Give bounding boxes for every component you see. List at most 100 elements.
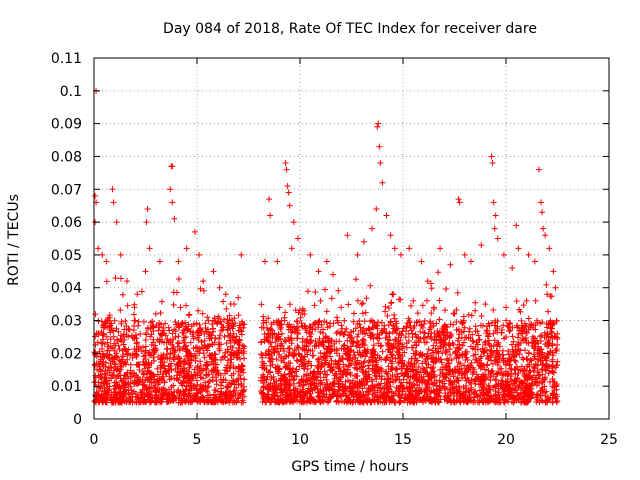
data-point [372,389,379,396]
data-point [224,346,231,353]
data-point [333,338,340,345]
data-point [264,384,271,391]
data-point [100,350,107,357]
data-point [389,329,396,336]
data-point [520,302,527,309]
data-point [423,380,430,387]
data-point [151,395,158,402]
data-point [381,393,388,400]
data-point [544,324,551,331]
data-point [152,310,159,317]
data-point [210,328,217,335]
data-point [484,333,491,340]
data-point [392,337,399,344]
data-point [408,302,415,309]
data-point [276,321,283,328]
data-point [237,391,244,398]
y-tick-label: 0 [73,412,82,428]
data-point [489,360,496,367]
data-point [113,394,120,401]
data-point [235,312,242,319]
data-point [322,357,329,364]
data-point [401,361,408,368]
data-point [509,346,516,353]
data-point [507,365,514,372]
data-point [328,337,335,344]
data-point [437,356,444,363]
data-point [181,326,188,333]
data-point [240,399,247,406]
data-point [484,390,491,397]
data-point [121,380,128,387]
data-point [148,341,155,348]
data-point [509,333,516,340]
data-point [118,362,125,369]
data-point [274,258,281,265]
data-point [443,348,450,355]
data-point [120,341,127,348]
data-point [503,304,509,311]
data-point [198,338,205,345]
data-point [235,368,242,375]
data-point [238,331,245,338]
data-point [504,358,511,365]
data-point [230,388,237,395]
data-point [207,353,214,360]
data-point [532,322,539,329]
data-point [408,355,415,362]
data-point [472,323,479,330]
data-point [355,331,362,338]
data-point [385,346,392,353]
data-point [414,381,421,388]
data-point [552,347,559,354]
data-point [112,275,119,282]
data-point [437,245,444,252]
data-point [287,335,294,342]
data-point [267,339,274,346]
data-point [167,350,174,357]
data-point [194,381,201,388]
data-point [384,334,391,341]
data-point [456,397,463,404]
data-point [552,284,559,291]
data-point [305,372,312,379]
data-point [115,328,122,335]
data-point [139,381,146,388]
data-point [402,334,409,341]
data-point [481,366,488,373]
data-point [414,318,421,325]
data-point [326,395,333,402]
data-point [457,360,464,367]
data-point [172,366,179,373]
data-point [515,330,522,337]
data-point [150,350,157,357]
data-point [217,376,224,383]
data-point [405,395,412,402]
data-point [352,276,359,283]
data-point [483,327,490,334]
data-point [400,384,407,391]
data-point [511,395,518,402]
data-point [447,382,454,389]
data-point [91,349,98,356]
data-point [370,319,377,326]
x-tick-label: 5 [193,432,202,448]
data-point [472,380,479,387]
data-point [358,301,365,308]
data-point [345,362,352,369]
data-point [106,369,113,376]
data-point [383,212,390,219]
data-point [170,336,177,343]
data-point [431,394,438,401]
data-point [268,352,275,359]
data-point [309,325,316,332]
data-point [369,382,376,389]
data-point [506,354,513,361]
data-point [512,358,519,365]
data-point [142,337,149,344]
data-point [227,337,234,344]
data-point [152,389,159,396]
data-point [337,392,344,399]
data-point [406,392,413,399]
data-point [260,320,267,327]
